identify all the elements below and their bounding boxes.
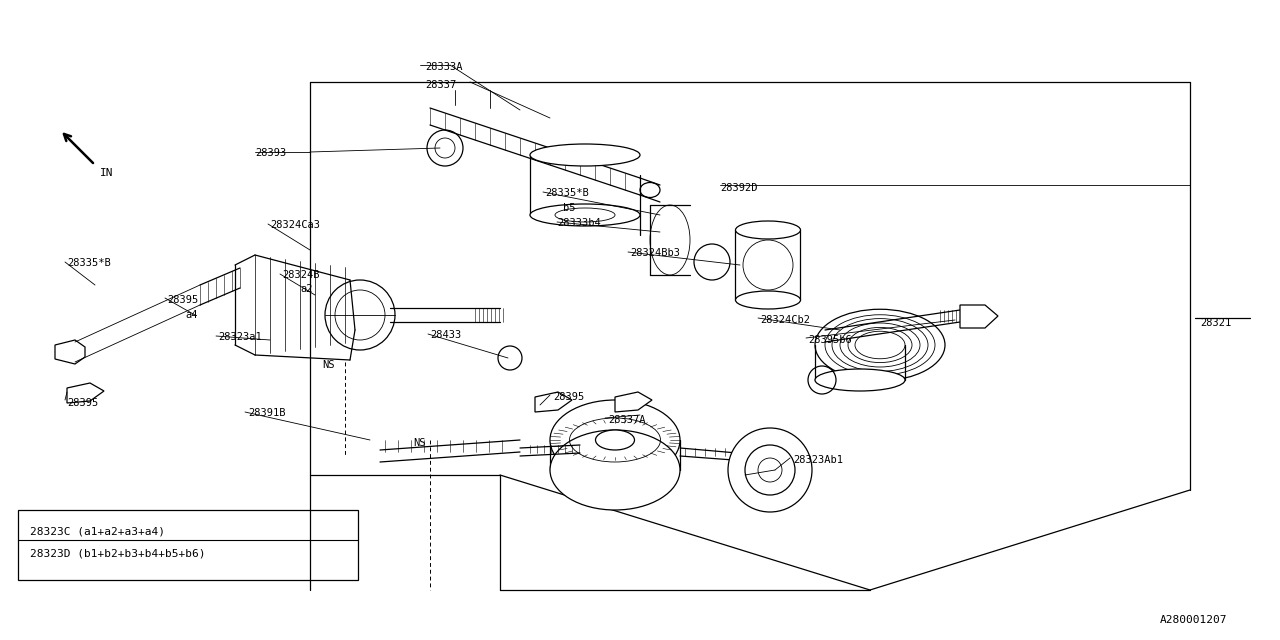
Text: 28324Cb2: 28324Cb2 xyxy=(760,315,810,325)
Text: 28395: 28395 xyxy=(166,295,198,305)
Polygon shape xyxy=(614,392,652,412)
Ellipse shape xyxy=(849,328,911,363)
Text: 28335*B: 28335*B xyxy=(67,258,111,268)
Text: NS: NS xyxy=(323,360,334,370)
Ellipse shape xyxy=(832,319,928,371)
Text: 28333b4: 28333b4 xyxy=(557,218,600,228)
Ellipse shape xyxy=(550,430,680,510)
Circle shape xyxy=(728,428,812,512)
Text: 28324Ca3: 28324Ca3 xyxy=(270,220,320,230)
Text: 28333A: 28333A xyxy=(425,62,462,72)
Text: a2: a2 xyxy=(300,284,312,294)
Text: 28323Ab1: 28323Ab1 xyxy=(794,455,844,465)
Bar xyxy=(18,510,358,580)
Text: 28324Bb3: 28324Bb3 xyxy=(630,248,680,258)
Ellipse shape xyxy=(530,204,640,226)
Text: b5: b5 xyxy=(563,203,576,213)
Text: 28324B: 28324B xyxy=(282,270,320,280)
Text: 28433: 28433 xyxy=(430,330,461,340)
Text: 28323C (a1+a2+a3+a4): 28323C (a1+a2+a3+a4) xyxy=(29,527,165,537)
Text: 28323a1: 28323a1 xyxy=(218,332,261,342)
Text: 28395: 28395 xyxy=(553,392,584,402)
Polygon shape xyxy=(67,383,104,403)
Ellipse shape xyxy=(530,144,640,166)
Text: 28391B: 28391B xyxy=(248,408,285,418)
Polygon shape xyxy=(535,392,572,412)
Text: 28335*B: 28335*B xyxy=(545,188,589,198)
Text: 28392D: 28392D xyxy=(719,183,758,193)
Ellipse shape xyxy=(855,332,905,359)
Polygon shape xyxy=(55,340,84,364)
Ellipse shape xyxy=(736,221,800,239)
Ellipse shape xyxy=(826,315,934,375)
Text: 28321: 28321 xyxy=(1201,318,1231,328)
Text: 28395: 28395 xyxy=(67,398,99,408)
Ellipse shape xyxy=(736,291,800,309)
Ellipse shape xyxy=(595,430,635,450)
Text: 28337: 28337 xyxy=(425,80,456,90)
Ellipse shape xyxy=(550,400,680,480)
Text: 28337A: 28337A xyxy=(608,415,645,425)
Circle shape xyxy=(745,445,795,495)
Text: 28393: 28393 xyxy=(255,148,287,158)
Ellipse shape xyxy=(815,309,945,381)
Text: A280001207: A280001207 xyxy=(1160,615,1228,625)
Text: 28395b6: 28395b6 xyxy=(808,335,851,345)
Text: a4: a4 xyxy=(186,310,197,320)
Text: NS: NS xyxy=(413,438,425,448)
Text: IN: IN xyxy=(100,168,114,178)
Ellipse shape xyxy=(815,369,905,391)
Text: 28323D (b1+b2+b3+b4+b5+b6): 28323D (b1+b2+b3+b4+b5+b6) xyxy=(29,549,206,559)
Ellipse shape xyxy=(840,323,920,367)
Polygon shape xyxy=(960,305,998,328)
